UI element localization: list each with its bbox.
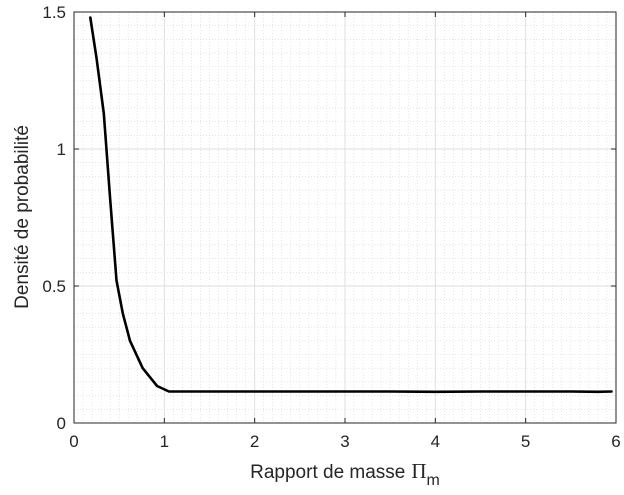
x-tick-label: 5 bbox=[521, 432, 530, 451]
x-axis-label-symbol: Π bbox=[411, 459, 426, 483]
y-axis-label: Densité de probabilité bbox=[12, 125, 33, 309]
x-tick-labels: 0 1 2 3 4 5 6 bbox=[69, 432, 620, 451]
y-tick-label: 0.5 bbox=[42, 277, 66, 296]
y-tick-labels: 0 0.5 1 1.5 bbox=[42, 3, 66, 433]
x-tick-label: 3 bbox=[340, 432, 349, 451]
x-tick-label: 0 bbox=[69, 432, 78, 451]
y-tick-label: 0 bbox=[57, 414, 66, 433]
x-axis-label-text: Rapport de masse bbox=[250, 462, 405, 483]
axis-ticks bbox=[73, 11, 617, 424]
x-tick-label: 1 bbox=[160, 432, 169, 451]
y-tick-label: 1 bbox=[57, 140, 66, 159]
major-grid bbox=[74, 12, 616, 423]
x-axis-label: Rapport de masse Πm bbox=[250, 459, 440, 489]
y-tick-label: 1.5 bbox=[42, 3, 66, 22]
x-tick-label: 4 bbox=[431, 432, 440, 451]
x-tick-label: 6 bbox=[611, 432, 620, 451]
x-tick-label: 2 bbox=[250, 432, 259, 451]
series-line bbox=[89, 16, 613, 394]
x-axis-label-subscript: m bbox=[427, 472, 440, 489]
